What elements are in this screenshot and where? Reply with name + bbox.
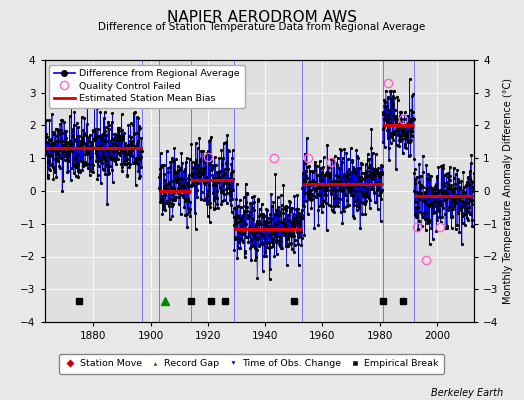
Legend: Station Move, Record Gap, Time of Obs. Change, Empirical Break: Station Move, Record Gap, Time of Obs. C… — [59, 354, 444, 374]
Text: Difference of Station Temperature Data from Regional Average: Difference of Station Temperature Data f… — [99, 22, 425, 32]
Legend: Difference from Regional Average, Quality Control Failed, Estimated Station Mean: Difference from Regional Average, Qualit… — [49, 65, 245, 108]
Text: NAPIER AERODROM AWS: NAPIER AERODROM AWS — [167, 10, 357, 25]
Y-axis label: Monthly Temperature Anomaly Difference (°C): Monthly Temperature Anomaly Difference (… — [503, 78, 513, 304]
Text: Berkeley Earth: Berkeley Earth — [431, 388, 503, 398]
